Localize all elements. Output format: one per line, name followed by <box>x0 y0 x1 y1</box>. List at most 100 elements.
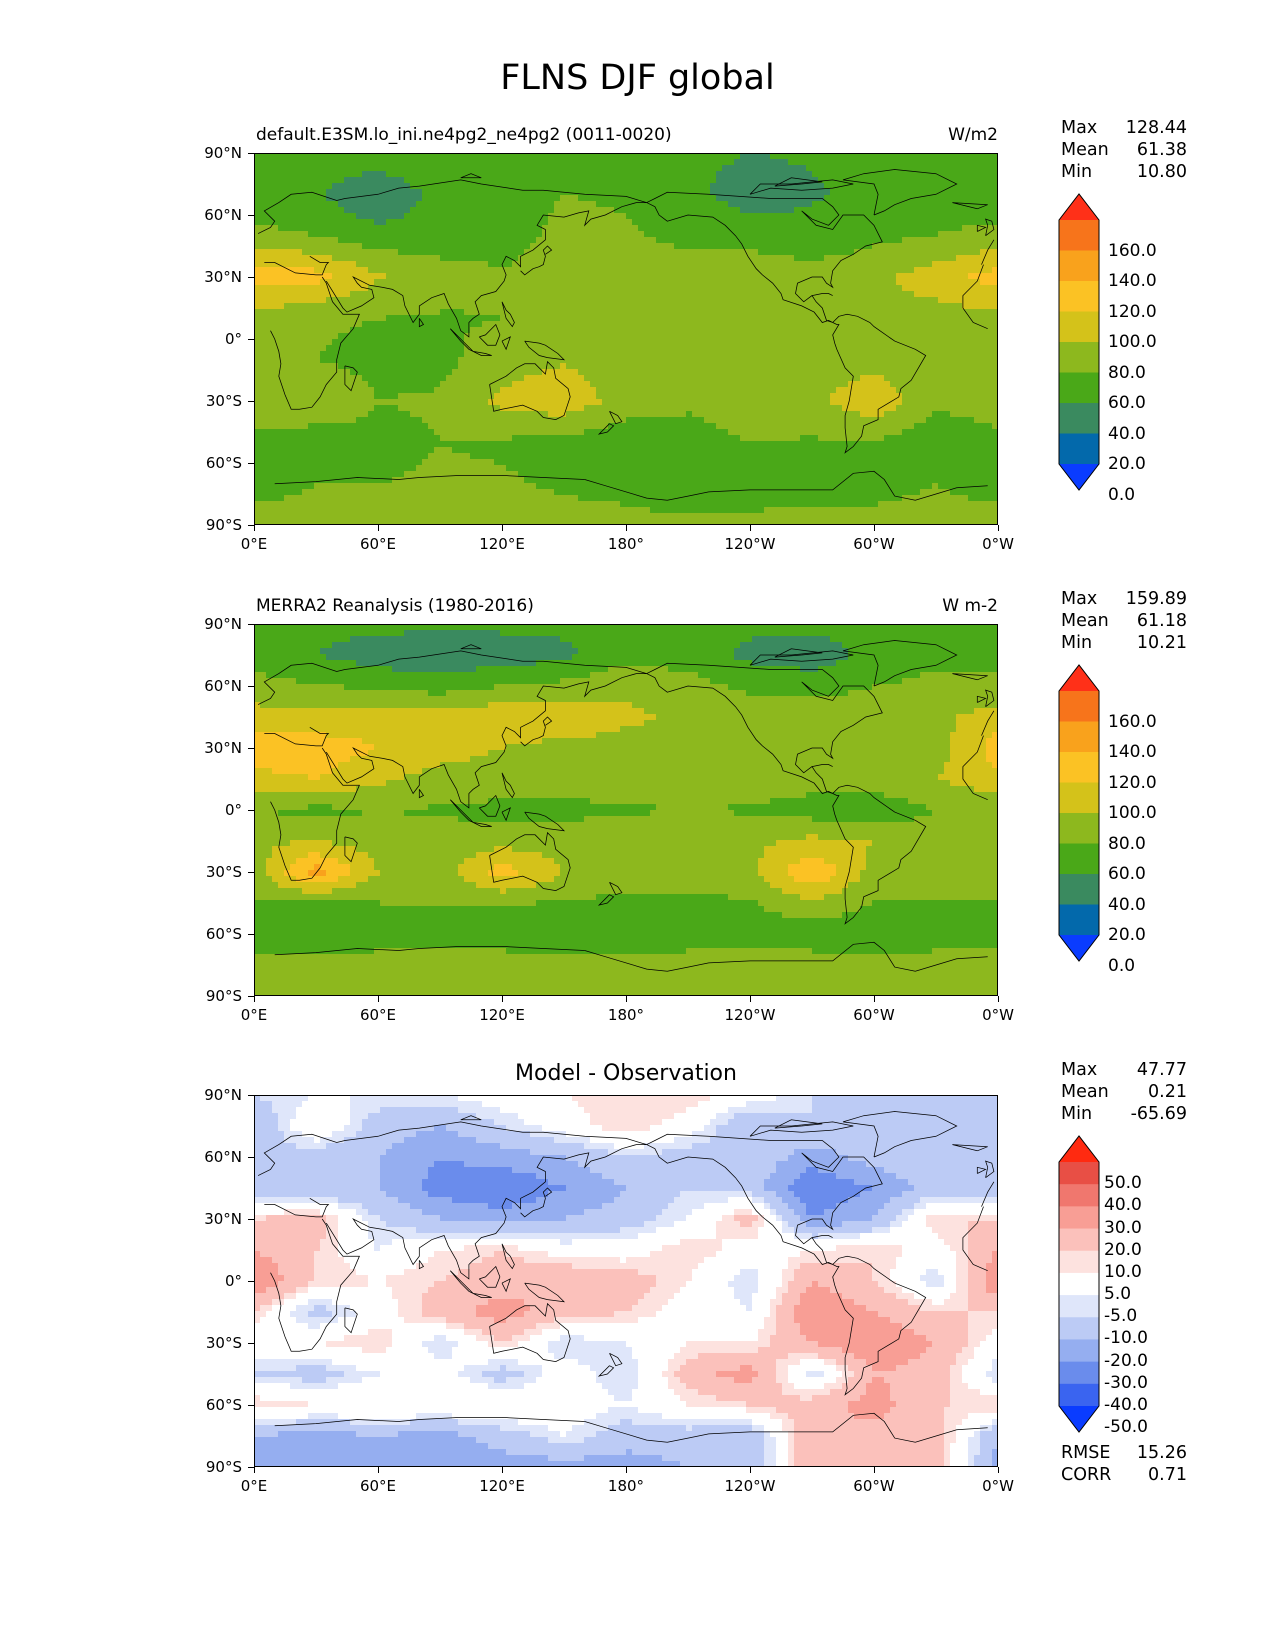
field-cell <box>464 351 471 358</box>
field-cell <box>704 321 711 328</box>
field-cell <box>698 153 705 160</box>
field-cell <box>320 381 327 388</box>
field-cell <box>902 297 909 304</box>
field-cell <box>440 321 447 328</box>
field-cell <box>536 165 543 172</box>
field-cell <box>536 201 543 208</box>
field-cell <box>572 315 579 322</box>
field-cell <box>632 189 639 196</box>
field-cell <box>308 159 315 166</box>
field-cell <box>578 213 585 220</box>
field-cell <box>776 207 783 214</box>
field-cell <box>950 165 957 172</box>
field-cell <box>824 219 831 226</box>
field-cell <box>842 369 849 376</box>
field-cell <box>332 291 339 298</box>
field-cell <box>596 159 603 166</box>
field-cell <box>506 183 513 190</box>
field-cell <box>542 285 549 292</box>
field-cell <box>776 333 783 340</box>
field-cell <box>716 201 723 208</box>
field-cell <box>554 309 561 316</box>
field-cell <box>794 159 801 166</box>
field-cell <box>512 177 519 184</box>
field-cell <box>464 207 471 214</box>
field-cell <box>290 297 297 304</box>
field-cell <box>500 297 507 304</box>
field-cell <box>374 159 381 166</box>
field-cell <box>296 177 303 184</box>
field-cell <box>320 261 327 268</box>
field-cell <box>506 231 513 238</box>
field-cell <box>962 225 969 232</box>
field-cell <box>290 309 297 316</box>
field-cell <box>974 165 981 172</box>
field-cell <box>422 333 429 340</box>
field-cell <box>626 339 633 346</box>
field-cell <box>584 339 591 346</box>
field-cell <box>488 315 495 322</box>
field-cell <box>464 375 471 382</box>
field-cell <box>716 351 723 358</box>
field-cell <box>578 357 585 364</box>
field-cell <box>578 231 585 238</box>
field-cell <box>314 369 321 376</box>
field-cell <box>632 303 639 310</box>
field-cell <box>902 231 909 238</box>
field-cell <box>776 381 783 388</box>
field-cell <box>842 315 849 322</box>
field-cell <box>914 201 921 208</box>
field-cell <box>464 303 471 310</box>
field-cell <box>836 153 843 160</box>
field-cell <box>362 381 369 388</box>
field-cell <box>482 387 489 394</box>
field-cell <box>914 159 921 166</box>
field-cell <box>980 183 987 190</box>
field-cell <box>710 267 717 274</box>
field-cell <box>980 243 987 250</box>
field-cell <box>302 201 309 208</box>
field-cell <box>530 333 537 340</box>
field-cell <box>824 363 831 370</box>
field-cell <box>974 345 981 352</box>
field-cell <box>896 195 903 202</box>
field-cell <box>920 201 927 208</box>
field-cell <box>638 153 645 160</box>
field-cell <box>902 153 909 160</box>
field-cell <box>932 255 939 262</box>
field-cell <box>614 297 621 304</box>
field-cell <box>716 279 723 286</box>
field-cell <box>818 255 825 262</box>
field-cell <box>680 351 687 358</box>
field-cell <box>752 213 759 220</box>
field-cell <box>662 339 669 346</box>
field-cell <box>470 321 477 328</box>
field-cell <box>410 297 417 304</box>
field-cell <box>512 195 519 202</box>
field-cell <box>374 285 381 292</box>
field-cell <box>518 315 525 322</box>
field-cell <box>392 363 399 370</box>
field-cell <box>488 387 495 394</box>
field-cell <box>626 357 633 364</box>
field-cell <box>854 363 861 370</box>
field-cell <box>458 261 465 268</box>
field-cell <box>902 249 909 256</box>
field-cell <box>776 183 783 190</box>
field-cell <box>350 219 357 226</box>
field-cell <box>692 273 699 280</box>
field-cell <box>422 243 429 250</box>
field-cell <box>488 363 495 370</box>
field-cell <box>512 153 519 160</box>
field-cell <box>266 237 273 244</box>
field-cell <box>464 279 471 286</box>
field-cell <box>458 219 465 226</box>
field-cell <box>656 183 663 190</box>
field-cell <box>314 177 321 184</box>
field-cell <box>548 381 555 388</box>
field-cell <box>914 309 921 316</box>
field-cell <box>410 189 417 196</box>
field-cell <box>320 315 327 322</box>
field-cell <box>674 297 681 304</box>
field-cell <box>770 225 777 232</box>
